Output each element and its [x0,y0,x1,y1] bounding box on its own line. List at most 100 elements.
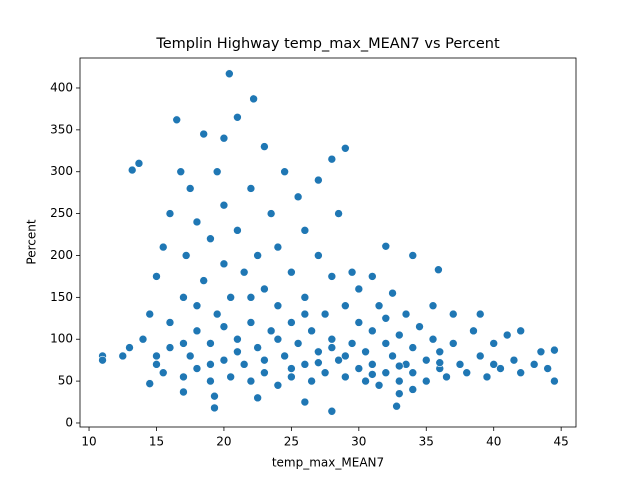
point [253,393,262,403]
point [125,343,134,352]
point [199,276,208,285]
point [327,406,337,416]
point [368,326,377,336]
point [341,372,350,382]
point [287,372,296,382]
point [341,351,350,361]
point [233,112,242,122]
point [455,360,465,369]
x-axis-label: temp_max_MEAN7 [272,456,384,470]
point [206,376,215,386]
x-tick-label: 45 [554,435,569,449]
point [394,330,404,340]
point [287,318,296,327]
point [394,389,404,398]
point [502,330,512,340]
point [354,284,364,294]
x-tick-label: 25 [284,435,299,449]
point [206,339,215,348]
point [219,322,229,331]
x-tick-label: 40 [486,435,501,449]
point [192,364,202,373]
point [172,115,182,125]
point [300,226,310,235]
y-tick-label: 150 [50,290,73,304]
point [273,380,283,390]
point [314,347,323,357]
y-tick-label: 50 [58,374,73,388]
point [469,326,478,336]
point [246,318,256,327]
point [152,272,161,281]
point [266,209,276,218]
point [138,334,148,344]
point [307,376,316,386]
point [246,184,256,193]
point [249,94,258,104]
axes-frame [79,57,577,428]
point [434,265,443,275]
point [368,272,377,281]
point [239,267,249,277]
point [381,313,391,323]
point [475,309,485,319]
point [428,301,438,311]
point [550,376,559,386]
point [536,347,546,357]
point [300,360,310,369]
point [489,339,499,348]
y-tick-label: 200 [50,248,73,262]
y-tick-label: 400 [50,80,73,94]
point [341,143,350,153]
point [408,385,418,394]
point [550,345,559,355]
point [496,364,505,373]
y-tick-label: 250 [50,206,73,220]
x-tick-label: 10 [81,435,96,449]
ticks: 10 15 20 25 30 35 40 45 0 50 100 150 200 250 300 350 400 [50,80,569,448]
point [152,351,161,361]
point [233,334,242,344]
y-axis-label: Percent [25,219,39,264]
point [394,376,404,386]
point [392,401,401,411]
point [152,360,161,369]
point [462,368,472,378]
point [300,397,310,407]
point [210,391,219,401]
point [225,69,234,79]
point [428,334,438,344]
point [273,301,283,311]
point [314,175,323,185]
point [273,334,283,344]
point [320,368,330,378]
point [185,351,195,361]
point [192,217,202,227]
x-tick-label: 35 [419,435,434,449]
point [158,242,168,252]
point [475,351,485,361]
point [327,154,337,164]
point [368,370,377,379]
point [219,133,229,143]
point [219,259,229,269]
point [165,209,175,218]
point [260,368,269,378]
point [408,368,418,378]
point [381,339,391,348]
point [179,339,188,348]
point [199,129,208,139]
point [421,376,431,386]
point [253,343,262,352]
point [388,351,397,361]
point [293,192,303,202]
point [408,251,418,260]
point [442,372,451,382]
point [354,364,364,373]
point [226,293,235,302]
point [482,372,492,382]
point [293,339,303,348]
point [327,334,337,344]
point [239,360,249,369]
point [361,376,370,386]
